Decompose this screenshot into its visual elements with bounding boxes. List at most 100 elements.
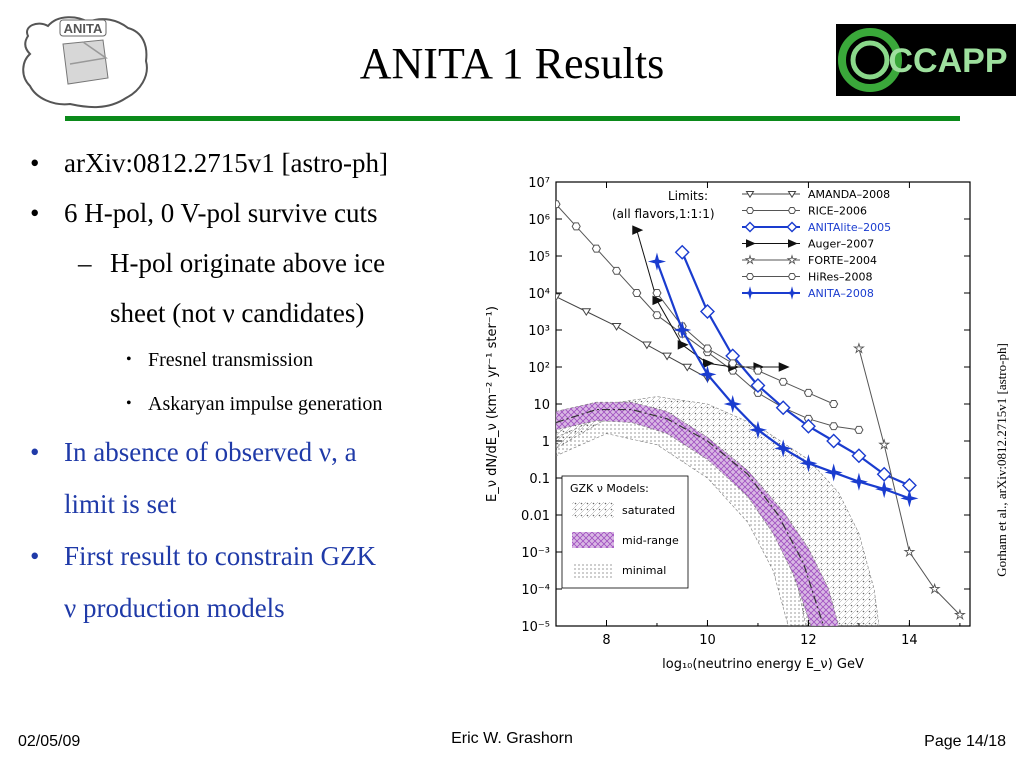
gzk-legend-midrange: mid-range [622, 534, 679, 547]
series-marker [647, 252, 667, 271]
series-forte-2004 [852, 342, 966, 620]
series-marker [723, 394, 742, 414]
y-tick-label: 10⁵ [528, 250, 550, 265]
series-marker [702, 358, 714, 369]
series-marker [556, 200, 561, 209]
series-marker [611, 323, 622, 331]
series-marker [903, 545, 916, 558]
bullet-text: arXiv:0812.2715v1 [astro-ph] [64, 148, 388, 178]
series-marker [652, 295, 664, 306]
series-anitalite-2005 [674, 244, 917, 493]
y-axis-label: E_ν dN/dE_ν (km⁻² yr⁻¹ ster⁻¹) [485, 306, 500, 502]
series-marker [673, 320, 692, 340]
gzk-legend-title: GZK ν Models: [570, 482, 649, 495]
series-marker [778, 377, 788, 386]
slide-title: ANITA 1 Results [359, 39, 665, 88]
bullet-list: • arXiv:0812.2715v1 [astro-ph] • 6 H-pol… [18, 138, 488, 634]
series-marker [778, 362, 790, 372]
legend-entry: HiRes–2008 [808, 271, 872, 284]
series-marker [744, 254, 756, 265]
legend-entry: FORTE–2004 [808, 254, 877, 267]
bullet-limit: • In absence of observed ν, a limit is s… [18, 426, 488, 530]
series-marker [750, 378, 766, 393]
ccapp-logo: CCAPP [836, 24, 1016, 96]
series-marker [875, 480, 894, 499]
anita-logo: ANITA [22, 16, 148, 109]
series-marker [851, 448, 867, 464]
series-marker [744, 221, 756, 233]
series-marker [702, 344, 713, 353]
series-marker [785, 286, 799, 300]
y-tick-label: 10⁴ [528, 287, 550, 302]
series-marker [786, 254, 798, 265]
series-marker [786, 221, 798, 233]
legend-entry: Auger–2007 [808, 238, 874, 251]
series-marker [612, 266, 622, 275]
limits-sub: (all flavors,1:1:1) [612, 207, 715, 221]
series-marker [682, 363, 693, 372]
citation: Gorham et al., arXiv:0812.2715v1 [astro-… [994, 310, 1014, 610]
gzk-legend-minimal: minimal [622, 564, 666, 577]
series-marker [953, 608, 966, 620]
series-marker [745, 272, 755, 281]
x-tick-label: 12 [800, 633, 817, 648]
series-marker [852, 342, 865, 354]
series-marker [787, 272, 797, 281]
bullet-glyph: • [126, 395, 132, 412]
series-marker [743, 286, 757, 300]
bullet-gzk: • First result to constrain GZK ν produc… [18, 530, 488, 634]
series-anita-2008 [647, 252, 919, 508]
series-marker [662, 352, 672, 361]
series-marker [745, 191, 755, 199]
plot-axes: 8 10 12 14 10⁷ 10⁶ 10⁵ 10⁴ 10³ 10² 10 1 0.1 0.01 10⁻³ 1… [521, 176, 970, 648]
y-tick-label: 10⁻³ [521, 546, 550, 561]
gzk-legend-swatch-saturated [572, 502, 614, 518]
gzk-legend-swatch-minimal [572, 562, 614, 578]
series-marker [928, 582, 941, 595]
y-tick-label: 1 [542, 435, 550, 450]
y-tick-label: 10⁶ [528, 213, 550, 228]
series-marker [699, 304, 715, 319]
bullet-line: ν production models [64, 593, 285, 623]
bullet-arxiv: • arXiv:0812.2715v1 [astro-ph] [18, 138, 488, 188]
x-tick-label: 10 [699, 633, 716, 648]
sub-bullet-line: sheet (not ν candidates) [110, 298, 365, 328]
series-marker [652, 289, 662, 297]
series-line [556, 203, 859, 431]
series-marker [641, 341, 652, 350]
bullet-glyph: • [30, 541, 40, 571]
bullet-hpol: • 6 H-pol, 0 V-pol survive cuts [18, 188, 488, 238]
series-marker [787, 191, 797, 199]
footer-author: Eric W. Grashorn [451, 730, 573, 747]
anita-logo-text: ANITA [64, 21, 103, 36]
series-marker [753, 366, 763, 375]
series-marker [581, 308, 592, 317]
series-marker [556, 293, 561, 302]
series-marker [652, 311, 662, 320]
sub-bullet-line: H-pol originate above ice [110, 248, 386, 278]
bullet-text: 6 H-pol, 0 V-pol survive cuts [64, 198, 378, 228]
gzk-band-mid-range [556, 401, 840, 626]
sub-sub-bullet-text: Fresnel transmission [148, 349, 313, 371]
series-marker [677, 340, 689, 350]
y-tick-label: 10² [528, 361, 550, 376]
series-line [681, 251, 910, 487]
sub-bullet-origin: – H-pol originate above ice sheet (not ν… [18, 238, 488, 338]
series-marker [745, 206, 755, 215]
series-marker [787, 206, 797, 215]
series-marker [824, 463, 843, 482]
series-marker [799, 454, 818, 473]
plot-legend: AMANDA–2008 RICE–2006 ANITAlite–2005 Auger–… [742, 188, 891, 300]
title-divider [65, 116, 960, 121]
bullet-line: First result to constrain GZK [64, 541, 376, 571]
legend-entry: RICE–2006 [808, 205, 867, 218]
series-marker [728, 359, 738, 368]
neutrino-limits-plot: 8 10 12 14 10⁷ 10⁶ 10⁵ 10⁴ 10³ 10² 10 1 0.1 0.01 10⁻³ 1… [485, 176, 971, 672]
legend-entry: ANITAlite–2005 [808, 221, 891, 234]
series-marker [800, 418, 816, 434]
series-marker [900, 489, 919, 508]
bullet-glyph: • [30, 148, 40, 178]
sub-sub-bullet-text: Askaryan impulse generation [148, 393, 383, 415]
bullet-glyph: • [30, 437, 40, 467]
series-marker [591, 244, 601, 253]
